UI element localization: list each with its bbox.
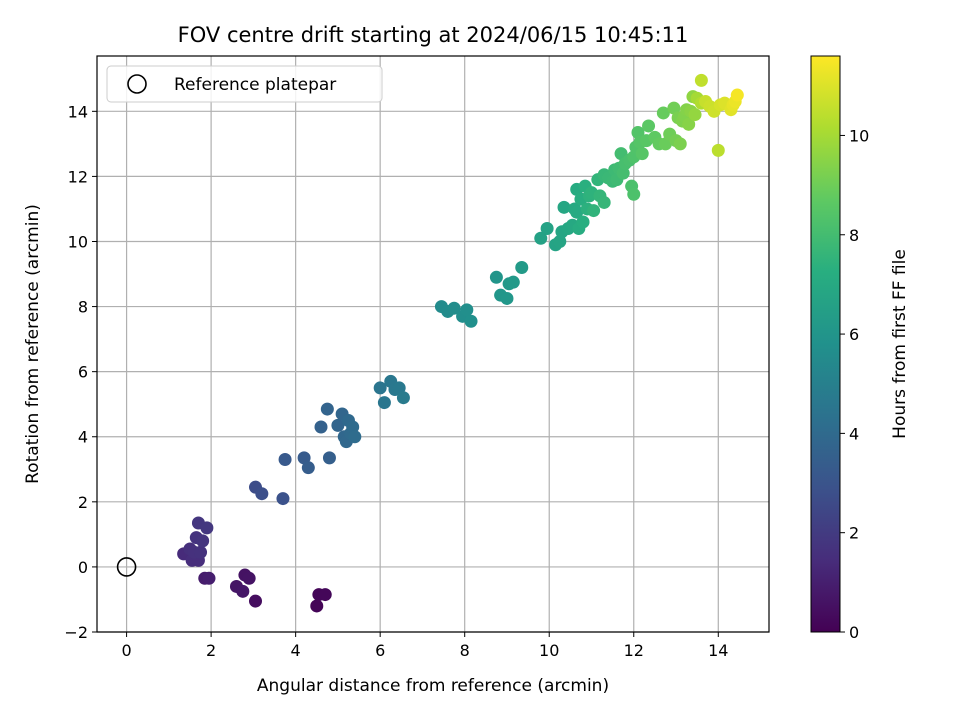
plot-area [97,56,769,632]
data-point [635,147,649,161]
colorbar: 0 2 4 6 8 10 Hours from first FF file [810,55,910,642]
y-axis-label: Rotation from reference (arcmin) [23,204,43,484]
data-point [694,73,708,87]
colorbar-tick-label: 0 [849,623,859,642]
colorbar-tick-label: 4 [849,424,859,443]
x-axis-label: Angular distance from reference (arcmin) [257,676,609,696]
legend-label: Reference platepar [174,75,336,95]
data-point [587,204,601,218]
x-tick-label: 14 [708,641,728,660]
colorbar-tick-label: 2 [849,524,859,543]
data-point [248,594,262,608]
data-point [396,391,410,405]
data-point [377,396,391,410]
data-point [322,451,336,465]
data-point [346,420,360,434]
data-point [540,221,554,235]
colorbar-ticks: 0 2 4 6 8 10 [840,126,869,642]
data-point [688,108,702,122]
y-tick-label: 0 [78,558,88,577]
data-point [500,291,514,305]
data-point [202,571,216,585]
data-point [489,270,503,284]
data-point [673,137,687,151]
data-point [331,418,345,432]
data-point [711,143,725,157]
data-point [255,487,269,501]
x-axis-ticks: 0 2 4 6 8 10 12 14 [121,632,728,660]
x-tick-label: 2 [206,641,216,660]
y-tick-label: 6 [78,363,88,382]
plot-frame [96,55,770,633]
data-point [242,571,256,585]
data-point [597,195,611,209]
data-point [658,137,672,151]
x-tick-label: 0 [121,641,131,660]
data-point [373,381,387,395]
legend: Reference platepar [106,65,383,103]
data-point [348,430,362,444]
colorbar-label: Hours from first FF file [890,249,910,439]
y-tick-label: 12 [68,167,88,186]
data-point [460,303,474,317]
y-tick-label: 4 [78,428,88,447]
y-tick-label: −2 [64,623,88,642]
x-tick-label: 12 [624,641,644,660]
x-tick-label: 6 [375,641,385,660]
y-tick-label: 14 [68,102,88,121]
y-tick-label: 10 [68,232,88,251]
data-point [200,521,214,535]
colorbar-tick-label: 6 [849,325,859,344]
colorbar-tick-label: 10 [849,126,869,145]
data-point [506,275,520,289]
data-point [642,119,656,133]
data-point [616,166,630,180]
data-point [515,261,529,275]
data-point [631,125,645,139]
data-points [177,73,744,613]
data-point [656,106,670,120]
y-axis-ticks: −2 0 2 4 6 8 10 12 14 [64,102,97,642]
x-tick-label: 4 [291,641,301,660]
data-point [314,420,328,434]
data-point [534,231,548,245]
data-point [553,234,567,248]
colorbar-tick-label: 8 [849,226,859,245]
x-tick-label: 10 [539,641,559,660]
legend-marker-icon [127,74,147,94]
data-point [730,88,744,102]
data-point [276,492,290,506]
data-point [301,461,315,475]
data-point [310,599,324,613]
data-point [570,205,584,219]
data-point [464,314,478,328]
chart-title: FOV centre drift starting at 2024/06/15 … [178,23,689,47]
data-point [392,381,406,395]
y-tick-label: 2 [78,493,88,512]
data-point [318,588,332,602]
data-point [320,402,334,416]
reference-marker [116,557,137,577]
data-point [576,215,590,229]
data-point [447,301,461,315]
colorbar-gradient [810,55,841,633]
y-tick-label: 8 [78,298,88,317]
data-point [297,451,311,465]
data-point [236,584,250,598]
data-point [557,200,571,214]
x-tick-label: 8 [460,641,470,660]
data-point [627,187,641,201]
data-point [194,545,208,559]
data-point [196,534,210,548]
data-point [682,117,696,131]
data-point [667,101,681,115]
data-point [278,453,292,467]
